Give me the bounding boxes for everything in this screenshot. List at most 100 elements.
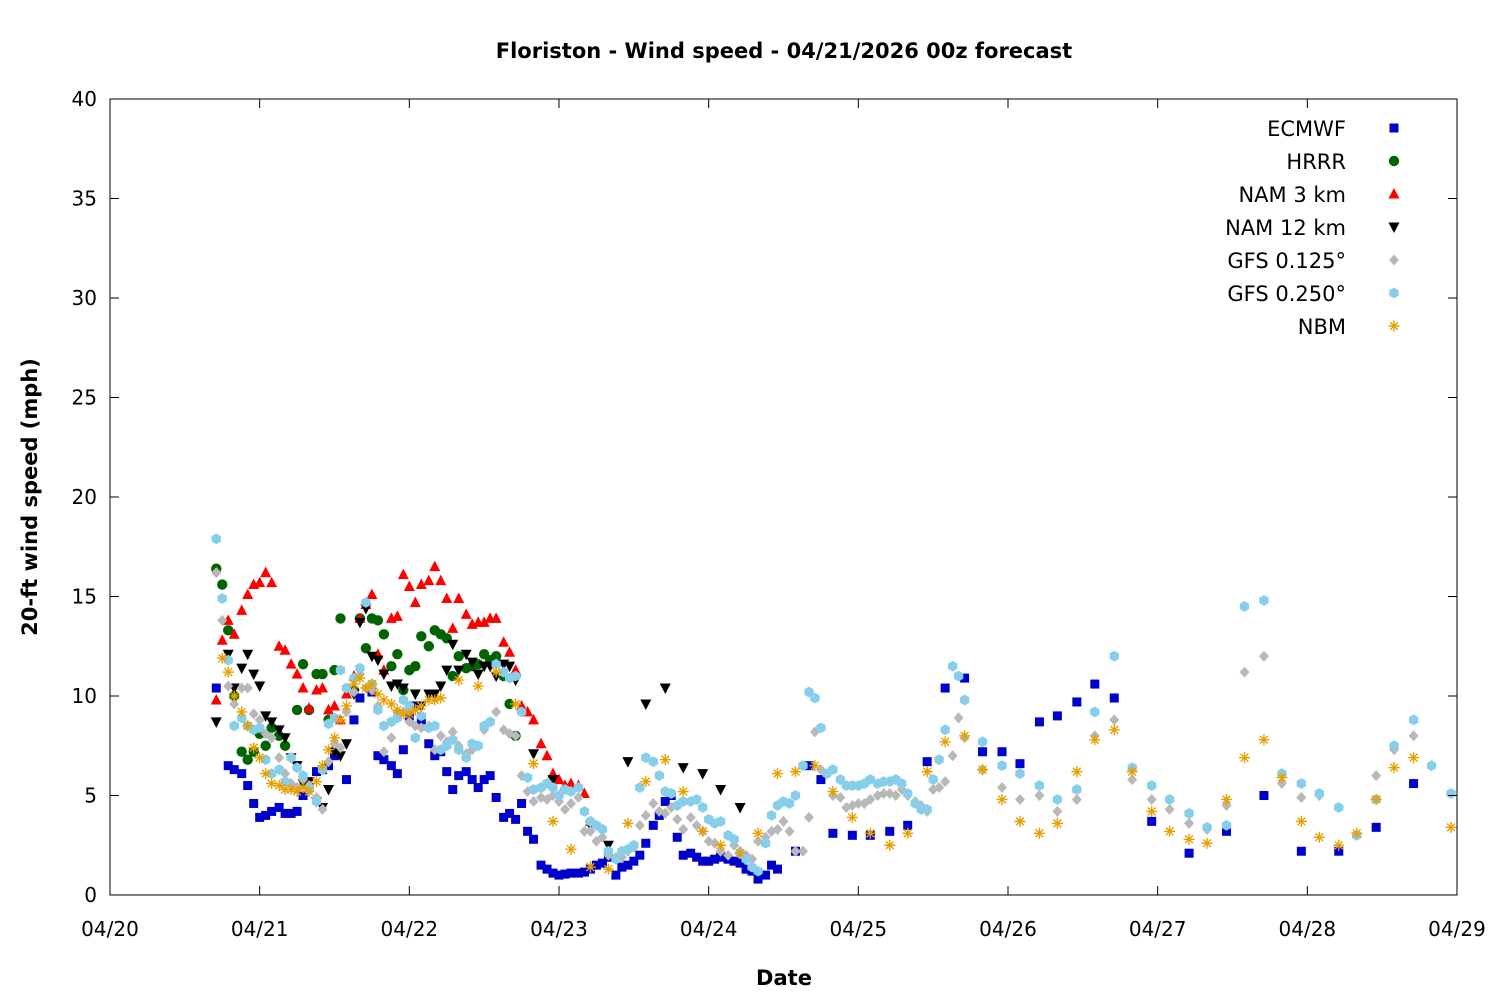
data-point [1034, 790, 1045, 801]
y-tick-label: 35 [72, 187, 97, 211]
data-point [947, 660, 958, 672]
y-tick-label: 10 [72, 684, 97, 708]
data-point [317, 760, 329, 772]
data-point [229, 720, 239, 732]
data-point [654, 770, 664, 781]
x-tick-label: 04/23 [530, 917, 588, 941]
legend-item: NAM 3 km [1238, 183, 1400, 207]
data-point [566, 786, 576, 797]
data-point [542, 864, 552, 874]
data-point [378, 629, 390, 640]
data-point [391, 704, 403, 716]
data-point [1370, 793, 1382, 805]
data-point [254, 714, 265, 726]
data-point [1201, 837, 1213, 849]
data-point [416, 631, 427, 642]
data-point [803, 811, 814, 823]
data-point [660, 807, 671, 819]
data-point [1222, 826, 1232, 836]
data-point [274, 764, 284, 776]
data-point [366, 678, 378, 690]
legend-marker [1389, 254, 1399, 266]
legend-marker [1389, 123, 1399, 133]
data-point [216, 652, 228, 664]
data-point [611, 853, 621, 865]
data-point [242, 754, 253, 765]
y-axis-ticks: 0 5 10 15 20 25 30 35 40 [72, 87, 1457, 907]
data-point [716, 852, 726, 862]
data-point [810, 692, 820, 704]
data-point [355, 662, 365, 674]
data-point [790, 790, 801, 801]
legend-item: NAM 12 km [1225, 216, 1400, 240]
data-point [415, 700, 427, 712]
data-point [1127, 774, 1138, 786]
data-point [217, 593, 227, 604]
data-point [210, 693, 222, 705]
data-point [1333, 839, 1345, 851]
data-point [222, 666, 234, 678]
data-point [1072, 784, 1082, 795]
data-point [498, 636, 510, 647]
data-point [373, 704, 383, 716]
data-point [430, 720, 440, 732]
data-point [385, 681, 397, 693]
data-point [386, 732, 397, 744]
data-point [392, 769, 402, 779]
data-point [248, 742, 260, 754]
data-point [809, 760, 821, 772]
data-point [424, 739, 434, 749]
data-point [491, 792, 501, 802]
data-point [372, 655, 384, 667]
legend-marker [1388, 320, 1400, 332]
data-point [997, 782, 1008, 794]
y-tick-label: 40 [72, 87, 97, 111]
data-point [692, 852, 702, 862]
legend-label: GFS 0.250° [1227, 282, 1346, 306]
data-point [1052, 794, 1063, 805]
data-point [659, 754, 671, 766]
data-point [303, 701, 315, 713]
data-point [229, 698, 240, 710]
data-point [491, 658, 501, 670]
data-point [767, 860, 777, 870]
data-point [280, 808, 290, 818]
y-tick-label: 15 [72, 585, 97, 609]
data-point [397, 683, 409, 695]
data-point [291, 704, 303, 716]
data-point [311, 776, 323, 788]
data-point [528, 795, 539, 807]
data-point [959, 694, 970, 706]
data-point [454, 771, 464, 781]
legend-item: GFS 0.250° [1227, 282, 1399, 306]
legend-label: NAM 12 km [1225, 216, 1346, 240]
data-point [846, 811, 858, 823]
data-point [741, 864, 751, 874]
data-point [329, 732, 340, 744]
data-point [409, 596, 421, 607]
data-point [297, 782, 309, 794]
data-point [528, 713, 540, 725]
data-point [490, 612, 502, 623]
data-point [297, 682, 309, 693]
data-point [1051, 817, 1063, 829]
data-point [797, 845, 808, 857]
data-point [435, 681, 447, 693]
data-point [435, 574, 447, 586]
data-point [216, 634, 228, 645]
data-point [248, 708, 259, 720]
data-point [379, 755, 389, 765]
data-point [415, 578, 427, 590]
data-point [260, 740, 271, 751]
data-point [236, 746, 247, 757]
data-point [597, 823, 608, 835]
data-point [472, 680, 484, 692]
data-point [804, 761, 814, 771]
data-point [1052, 711, 1062, 721]
legend-marker [1388, 222, 1400, 233]
x-tick-label: 04/25 [830, 917, 888, 941]
data-point [341, 682, 352, 694]
data-point [236, 706, 248, 718]
data-point [1446, 788, 1456, 799]
data-point [510, 664, 522, 675]
